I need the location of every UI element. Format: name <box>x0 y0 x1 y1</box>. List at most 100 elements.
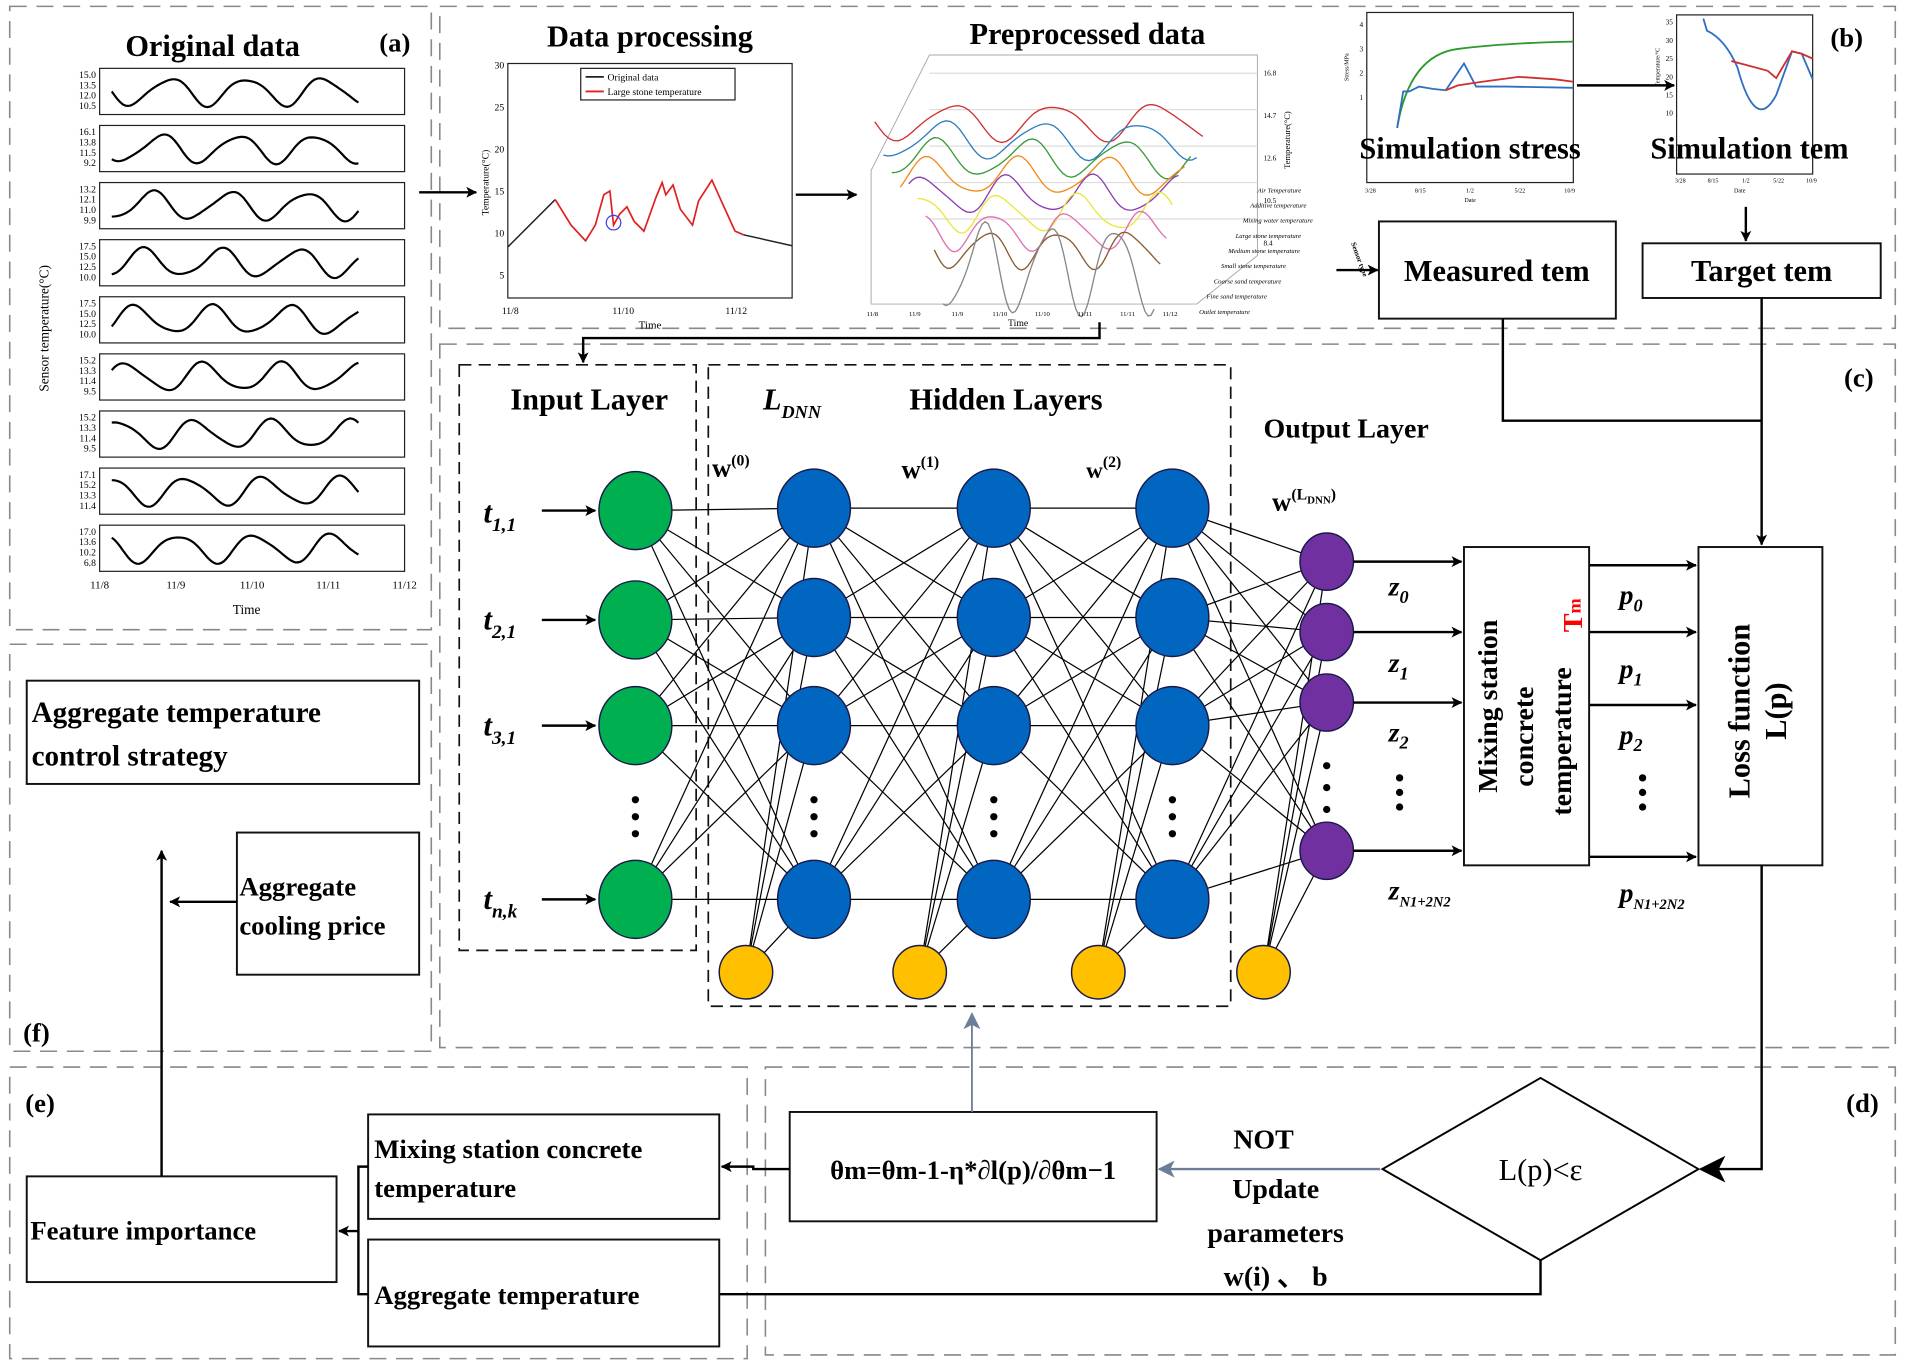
stress-chart-frame <box>1366 11 1574 184</box>
pp-series-line <box>883 120 1198 162</box>
original-data-plots: 15.013.512.010.516.113.811.59.213.212.11… <box>79 67 417 591</box>
original-plot-ytick: 11.4 <box>79 433 96 444</box>
original-plot-ytick: 13.3 <box>79 366 96 377</box>
p-label: p0 <box>1617 580 1642 615</box>
original-plot-ytick: 15.2 <box>79 356 96 367</box>
ellipsis-dot <box>990 830 998 838</box>
pp-ztick: 16.8 <box>1264 70 1277 78</box>
hidden-node <box>956 577 1031 658</box>
mixing-temp-box <box>367 1113 721 1220</box>
panel-label-f: (f) <box>23 1018 50 1048</box>
mixing-temp-line-1: Mixing station concrete <box>374 1134 642 1164</box>
aggregate-temp-box <box>367 1238 721 1348</box>
input-node <box>598 859 673 940</box>
tem-xtick: 8/15 <box>1708 179 1719 185</box>
dp-legend-large-stone: Large stone temperature <box>607 87 701 98</box>
original-xtick: 11/9 <box>166 579 186 591</box>
tem-xtick: 1/2 <box>1742 179 1750 185</box>
original-plot-ytick: 12.5 <box>79 262 96 273</box>
pp-xtick: 11/10 <box>1035 311 1051 318</box>
stress-ytick: 1 <box>1360 94 1364 102</box>
bias-edge <box>1097 617 1173 973</box>
tem-ytick: 20 <box>1666 73 1674 81</box>
dp-original-line <box>743 234 793 247</box>
output-node <box>1299 602 1355 662</box>
tem-ylabel: Temperature/°C <box>1655 48 1662 87</box>
p-label: p1 <box>1617 654 1642 689</box>
dp-xtick: 11/10 <box>612 306 634 317</box>
output-layer-label: Output Layer <box>1263 414 1428 445</box>
update-label-2: parameters <box>1207 1218 1344 1249</box>
arrow-preprocessed-to-input <box>577 322 1101 364</box>
tem-chart-frame <box>1675 14 1814 175</box>
hidden-node <box>1135 468 1210 548</box>
bias-edge <box>745 725 815 973</box>
connection-edge <box>813 617 995 900</box>
preprocessed-chart: 16.8 14.7 12.6 10.5 8.4 Temperature(°C) Air Te… <box>867 54 1369 329</box>
pp-zlabel: Temperature(°C) <box>1282 111 1292 169</box>
original-data-ylabel: Sensor temperature(°C) <box>37 265 52 392</box>
ellipsis-dot <box>810 796 818 804</box>
original-plot-ytick: 11.4 <box>79 501 96 512</box>
original-plot-ytick: 9.5 <box>84 387 96 398</box>
original-data-title: Original data <box>125 29 300 63</box>
dp-xtick: 11/12 <box>725 306 747 317</box>
pp-ztick: 14.7 <box>1264 112 1277 120</box>
connection-edge <box>634 617 815 900</box>
original-plot-frame <box>99 410 406 458</box>
ellipsis-dot <box>631 830 640 838</box>
ellipsis-dot <box>990 796 998 804</box>
original-plot-ytick: 10.0 <box>79 329 96 340</box>
input-node <box>598 685 673 766</box>
panel-label-c: (c) <box>1844 363 1874 393</box>
stress-xtick: 10/9 <box>1564 188 1575 194</box>
bias-edge <box>1097 725 1173 973</box>
weight-label: w(0) <box>712 453 750 483</box>
original-plot-ytick: 13.5 <box>79 80 96 91</box>
original-plot-line <box>111 189 360 223</box>
output-node <box>1299 821 1355 881</box>
original-plot-ytick: 11.5 <box>79 148 96 159</box>
p-label: p2 <box>1617 720 1642 755</box>
weight-label: w(LDNN) <box>1272 487 1336 517</box>
pp-series-line <box>891 136 1192 180</box>
mixing-temp-line-2: temperature <box>374 1173 516 1203</box>
ellipsis-dot <box>810 813 818 821</box>
hidden-node <box>1135 859 1210 940</box>
dp-ylabel: Temperature(°C) <box>480 150 491 216</box>
original-plot-line <box>111 417 360 450</box>
pp-sensor-label: Medium stone temperature <box>1227 248 1300 255</box>
pp-xtick: 11/9 <box>952 311 964 318</box>
original-plot-ytick: 11.4 <box>79 376 96 387</box>
stress-ytick: 4 <box>1360 21 1364 29</box>
original-plot-ytick: 13.6 <box>79 537 96 548</box>
input-label: t2,1 <box>484 603 517 644</box>
bias-node <box>1070 944 1126 1000</box>
connection-edge <box>1171 702 1328 900</box>
tem-red-line <box>1731 50 1814 80</box>
connection-edge <box>993 617 1173 900</box>
pp-series-line <box>899 155 1185 196</box>
network-nodes <box>598 468 1355 1000</box>
ellipsis-dot <box>990 813 998 821</box>
input-node <box>598 470 673 551</box>
stress-ylabel: Stress/MPa <box>1345 53 1351 81</box>
weight-label: w(2) <box>1086 454 1121 483</box>
dp-xtick: 11/8 <box>502 306 519 317</box>
tem-xtick: 5/22 <box>1773 179 1784 185</box>
update-label-1: Update <box>1232 1174 1319 1205</box>
ellipsis-dot <box>631 796 640 804</box>
original-plot-frame <box>99 353 406 401</box>
hidden-node <box>776 685 852 766</box>
mixing-station-box <box>1463 546 1591 867</box>
condition-label: L(p)<ε <box>1499 1153 1583 1187</box>
pp-series-line <box>925 210 1167 253</box>
ellipsis-dot <box>1168 830 1177 838</box>
original-plot-line <box>111 532 359 565</box>
original-plot-ytick: 13.8 <box>79 138 96 149</box>
stress-green-line <box>1396 40 1574 129</box>
panel-f-box <box>8 643 433 1053</box>
original-plot-ytick: 12.5 <box>79 319 96 330</box>
original-plot-ytick: 10.2 <box>79 548 96 559</box>
connection-edge <box>993 507 1173 727</box>
